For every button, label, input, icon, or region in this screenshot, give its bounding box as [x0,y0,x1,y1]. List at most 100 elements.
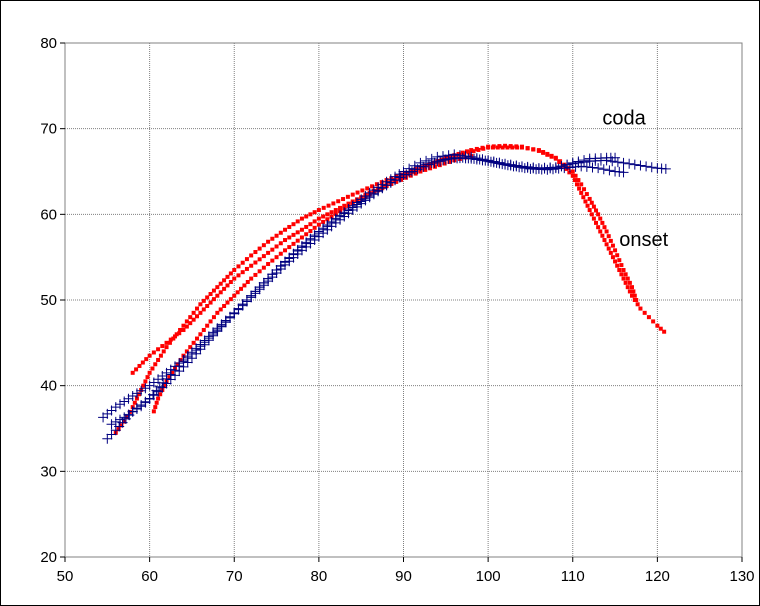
data-point [619,263,624,268]
data-point [559,163,570,174]
data-point [164,345,169,350]
data-point [165,374,176,385]
data-point [153,362,158,367]
data-point [316,216,321,221]
series-layer [98,143,671,444]
y-tick-label: 80 [40,35,57,52]
data-point [463,153,474,164]
data-point [304,214,309,219]
data-point [548,164,559,175]
data-point [218,281,223,286]
data-point [591,204,596,209]
data-point [428,162,433,167]
data-point [304,224,309,229]
data-point [377,182,388,193]
data-point [211,315,216,320]
data-point [662,329,667,334]
x-tick-label: 110 [561,568,585,585]
data-point [253,250,258,255]
data-point [428,166,433,171]
data-point [325,212,330,217]
data-point [508,161,519,172]
data-point [225,274,230,279]
data-point [589,200,594,205]
data-point [287,235,292,240]
data-point [491,157,502,168]
x-tick-label: 70 [226,568,243,585]
x-tick-labels: 50 60 70 80 90 100 110 120 130 [57,568,755,585]
data-point [519,163,530,174]
data-point [623,272,628,277]
data-point [608,238,613,243]
data-point [225,312,236,323]
data-point [331,201,336,206]
data-point [233,303,244,314]
data-point [355,190,360,195]
data-point [404,167,415,178]
data-point [232,276,237,281]
data-point [635,302,640,307]
data-point [610,243,615,248]
data-point [325,217,330,222]
data-point [261,265,266,270]
annotations: coda onset [602,107,668,251]
data-point [198,332,203,337]
data-point [110,416,121,427]
data-point [381,180,392,191]
y-tick-label: 40 [40,378,57,395]
data-point [336,199,341,204]
data-point [442,161,447,166]
data-point [216,321,227,332]
data-point [514,162,525,173]
data-point [598,229,603,234]
data-point [218,290,223,295]
data-point [627,289,632,294]
data-point [134,367,139,372]
data-point [593,163,604,174]
data-point [564,162,575,173]
data-point [144,357,149,362]
data-point [222,286,227,291]
data-point [283,227,288,232]
data-point [308,212,313,217]
data-point [198,302,203,307]
data-point [127,406,138,417]
data-point [174,366,185,377]
data-point [228,297,233,302]
data-point [240,270,245,275]
data-point [623,280,628,285]
data-point [119,412,130,423]
data-point [474,154,485,165]
data-point [457,152,468,163]
data-point [398,169,409,180]
data-point [253,260,258,265]
data-point [295,230,300,235]
data-point [123,393,134,404]
data-point [316,208,321,213]
data-point [181,323,186,328]
data-point [613,248,618,253]
data-point [615,253,620,258]
data-point [156,347,161,352]
data-point [137,363,142,368]
data-point [655,323,660,328]
data-point [278,230,283,235]
data-point [412,164,423,175]
data-point [168,337,173,342]
data-point [110,402,121,413]
data-point [602,238,607,243]
data-point [342,203,347,208]
data-point [618,157,629,168]
data-point [550,163,561,174]
data-point [137,392,142,397]
data-point [270,247,275,252]
data-point [131,388,142,399]
data-point [541,150,546,155]
data-point [127,390,138,401]
data-point [106,429,117,440]
data-point [160,344,165,349]
data-point [531,147,536,152]
data-point [316,222,321,227]
x-tick-label: 50 [57,568,74,585]
data-point [476,147,481,152]
